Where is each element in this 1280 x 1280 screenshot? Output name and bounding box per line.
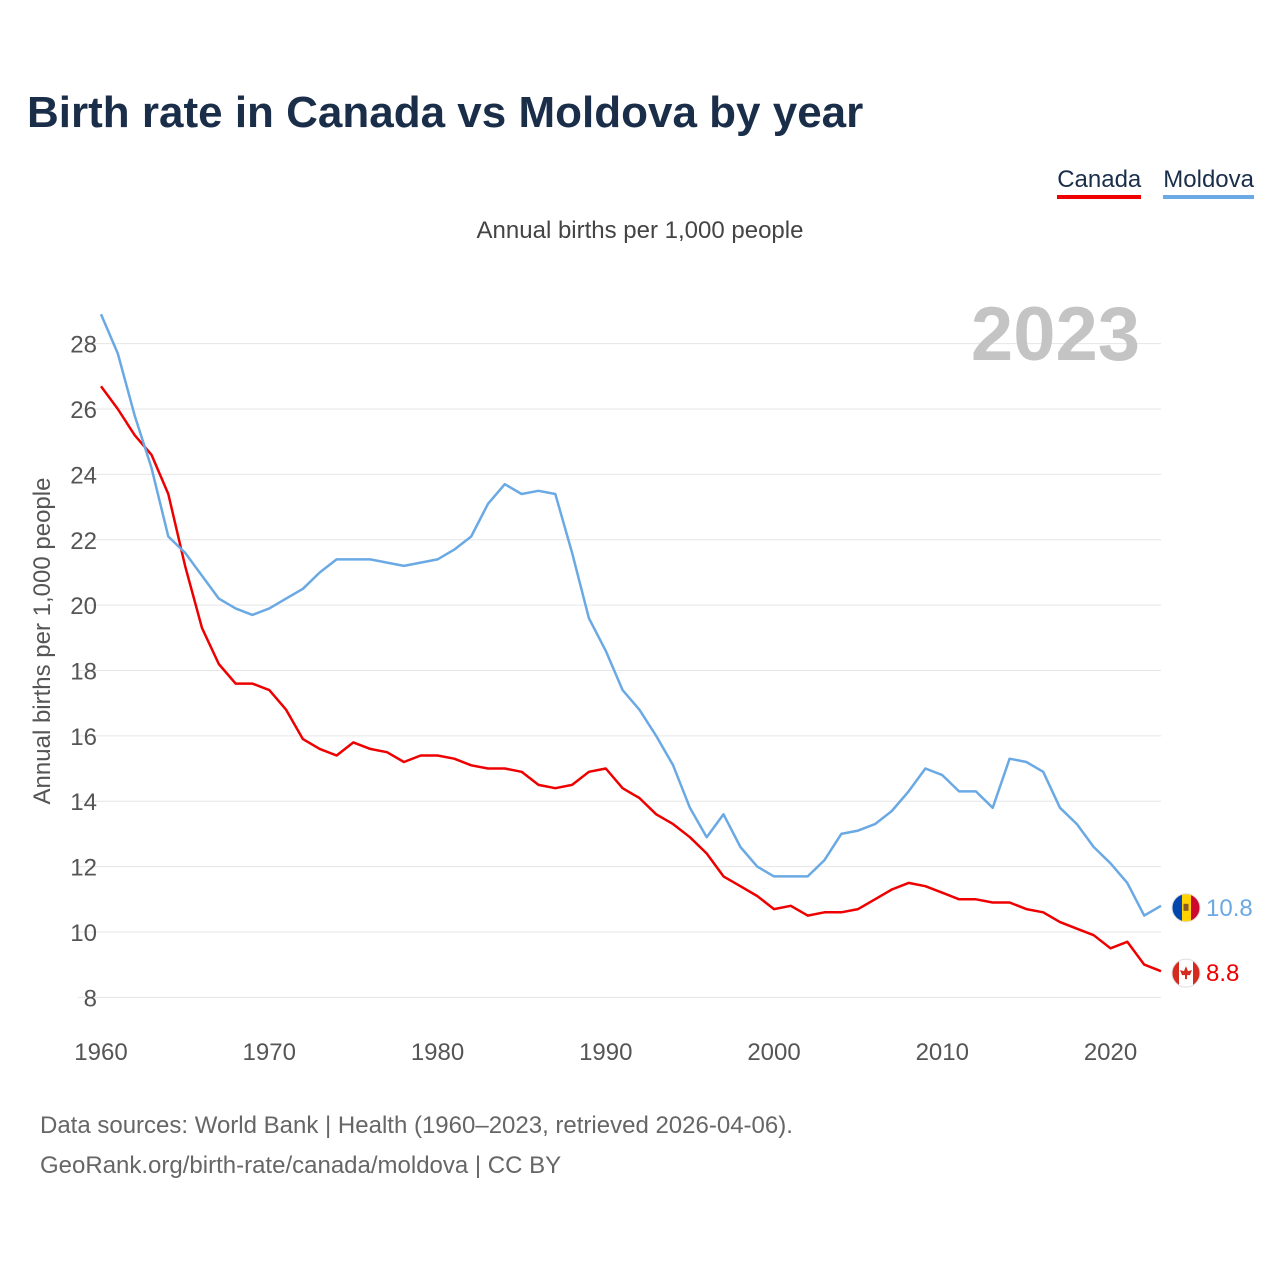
legend-canada[interactable]: Canada: [1057, 166, 1142, 199]
x-tick-label: 1990: [579, 1039, 632, 1066]
y-tick-label: 20: [70, 593, 97, 620]
series-line-moldova[interactable]: [99, 313, 1162, 917]
y-tick-label: 24: [70, 462, 97, 489]
y-tick-label: 26: [70, 397, 97, 424]
end-labels: 8.8 10.8: [1171, 893, 1253, 988]
y-tick-label: 12: [70, 855, 97, 882]
legend-moldova[interactable]: Moldova: [1163, 166, 1254, 199]
year-watermark: 2023: [971, 292, 1140, 377]
legend: Canada Moldova: [1057, 166, 1254, 199]
chart-title: Birth rate in Canada vs Moldova by year: [27, 88, 864, 137]
x-tick-label: 1980: [411, 1039, 464, 1066]
x-tick-label: 2010: [916, 1039, 969, 1066]
x-axis-ticks: 1960 1970 1980 1990 2000 2010 2020: [74, 1039, 1137, 1066]
y-tick-label: 10: [70, 920, 97, 947]
chart-subtitle: Annual births per 1,000 people: [476, 217, 804, 244]
gridlines: [78, 343, 1161, 998]
line-chart: 8 10 12 14 16 18 20 22 24 26 28 1960 1970 1980 1990 20…: [29, 292, 1253, 1066]
y-tick-label: 18: [70, 659, 97, 686]
series-lines: [99, 313, 1162, 973]
series-line-canada[interactable]: [99, 385, 1162, 973]
canada-flag-icon: [1171, 958, 1201, 988]
y-tick-label: 14: [70, 789, 97, 816]
y-axis-label: Annual births per 1,000 people: [29, 478, 56, 805]
end-value-canada: 8.8: [1206, 960, 1239, 987]
attribution: GeoRank.org/birth-rate/canada/moldova | …: [40, 1152, 562, 1179]
x-tick-label: 1960: [74, 1039, 127, 1066]
y-tick-label: 28: [70, 332, 97, 359]
x-tick-label: 2020: [1084, 1039, 1137, 1066]
x-tick-label: 1970: [243, 1039, 296, 1066]
footer: Data sources: World Bank | Health (1960–…: [40, 1106, 793, 1186]
y-tick-label: 8: [84, 985, 97, 1012]
y-tick-label: 16: [70, 724, 97, 751]
source-note: Data sources: World Bank | Health (1960–…: [40, 1112, 793, 1139]
moldova-flag-icon: [1171, 893, 1201, 923]
end-value-moldova: 10.8: [1206, 895, 1253, 922]
y-tick-label: 22: [70, 528, 97, 555]
y-axis-ticks: 8 10 12 14 16 18 20 22 24 26 28: [70, 332, 97, 1013]
x-tick-label: 2000: [747, 1039, 800, 1066]
